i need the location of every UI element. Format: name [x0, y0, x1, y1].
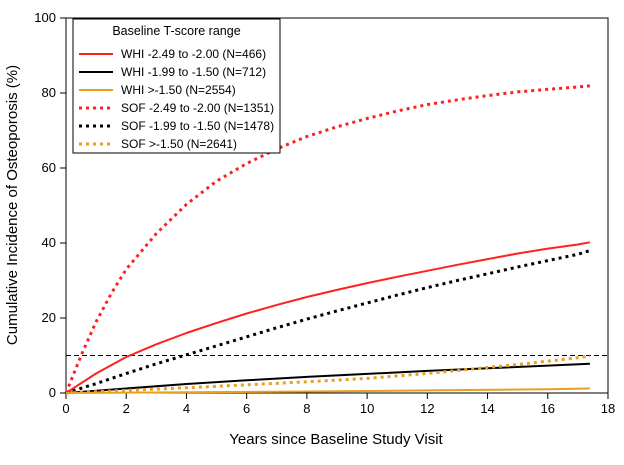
legend-title: Baseline T-score range [112, 24, 240, 38]
series-line-6 [65, 354, 591, 395]
series-line-1 [65, 241, 591, 394]
y-axis-label: Cumulative Incidence of Osteoporosis (%) [4, 65, 21, 345]
x-tick-label: 6 [243, 401, 250, 416]
x-tick-label: 0 [62, 401, 69, 416]
legend-label-3: WHI >-1.50 (N=2554) [121, 83, 236, 97]
y-tick-label: 20 [42, 310, 56, 325]
series-line-5 [65, 249, 591, 395]
series-line-3 [65, 387, 590, 394]
series-group [64, 84, 591, 395]
series-line-4 [64, 84, 591, 394]
series-line-2 [65, 362, 590, 394]
legend: Baseline T-score range WHI -2.49 to -2.00… [72, 18, 281, 154]
x-tick-label: 14 [480, 401, 494, 416]
x-tick-label: 10 [360, 401, 374, 416]
legend-label-2: WHI -1.99 to -1.50 (N=712) [121, 65, 266, 79]
legend-label-6: SOF >-1.50 (N=2641) [121, 137, 237, 151]
legend-label-1: WHI -2.49 to -2.00 (N=466) [121, 47, 266, 61]
legend-label-5: SOF -1.99 to -1.50 (N=1478) [121, 119, 274, 133]
x-tick-label: 16 [541, 401, 555, 416]
legend-label-4: SOF -2.49 to -2.00 (N=1351) [121, 101, 274, 115]
x-axis-label: Years since Baseline Study Visit [229, 431, 443, 448]
x-tick-label: 18 [601, 401, 615, 416]
x-tick-label: 2 [123, 401, 130, 416]
y-tick-label: 100 [34, 10, 56, 25]
plot-frame [65, 17, 609, 394]
x-tick-label: 12 [420, 401, 434, 416]
legend-box [72, 18, 281, 154]
y-tick-label: 60 [42, 160, 56, 175]
y-tick-label: 0 [49, 385, 56, 400]
axes: 0 2 4 6 8 10 12 14 16 18 0 20 40 60 80 100 [34, 10, 615, 416]
x-tick-label: 8 [303, 401, 310, 416]
y-tick-label: 40 [42, 235, 56, 250]
x-tick-label: 4 [183, 401, 190, 416]
y-tick-label: 80 [42, 85, 56, 100]
